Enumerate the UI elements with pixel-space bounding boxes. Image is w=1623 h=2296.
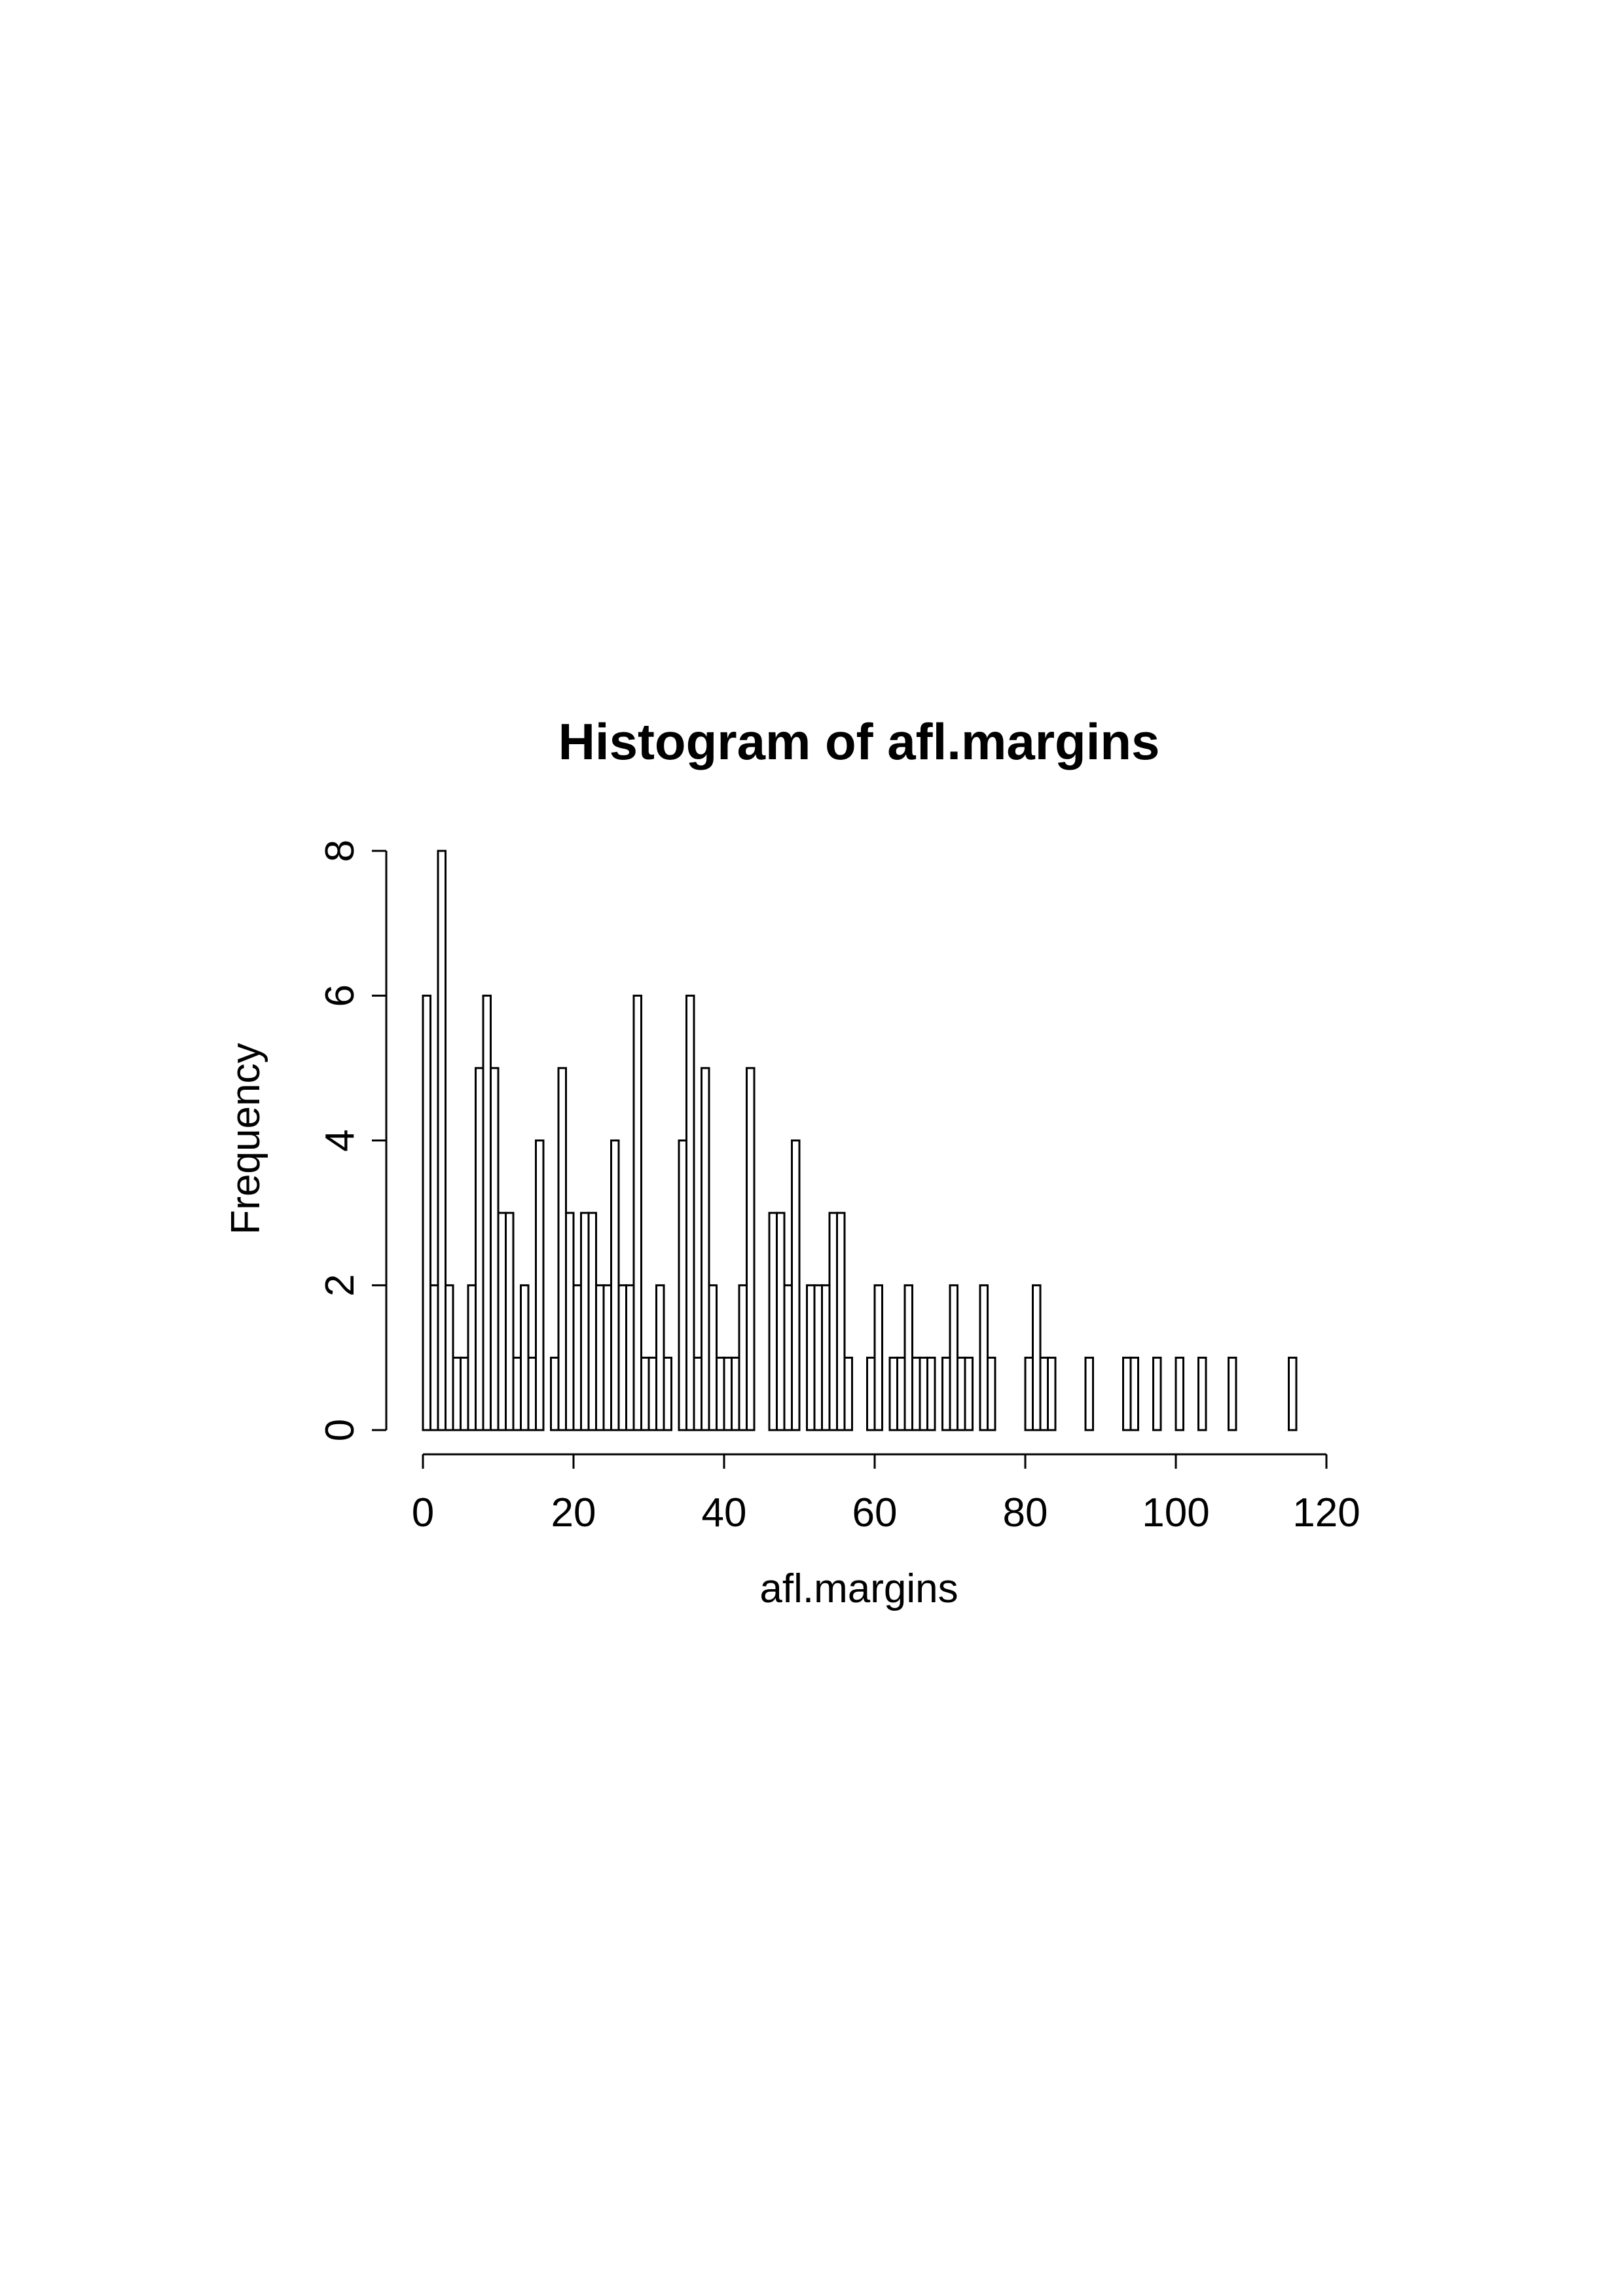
- histogram-bar: [957, 1356, 966, 1431]
- histogram-bar: [429, 1284, 439, 1431]
- x-tick-label: 80: [1003, 1490, 1048, 1535]
- histogram-bar: [979, 1284, 989, 1431]
- histogram-bar: [738, 1284, 748, 1431]
- histogram-bar: [640, 1356, 650, 1431]
- histogram-bar: [987, 1356, 996, 1431]
- x-tick-label: 0: [412, 1490, 434, 1535]
- histogram-bar: [437, 850, 447, 1431]
- histogram-bar: [1047, 1356, 1057, 1431]
- histogram-bar: [716, 1356, 725, 1431]
- histogram-bar: [535, 1139, 545, 1431]
- histogram-bar: [663, 1356, 672, 1431]
- histogram-bar: [866, 1356, 876, 1431]
- histogram-bar: [572, 1284, 582, 1431]
- histogram-bar: [806, 1284, 816, 1431]
- histogram-bar: [1228, 1356, 1237, 1431]
- histogram-bar: [919, 1356, 928, 1431]
- histogram-bar: [843, 1356, 853, 1431]
- histogram-bar: [595, 1284, 605, 1431]
- histogram-bar: [768, 1211, 778, 1431]
- histogram-bar: [580, 1211, 590, 1431]
- histogram-bar: [896, 1356, 906, 1431]
- histogram-bar: [903, 1284, 913, 1431]
- x-tick-label: 100: [1142, 1490, 1209, 1535]
- histogram-bar: [520, 1284, 530, 1431]
- histogram-bar: [678, 1139, 687, 1431]
- histogram-bar: [873, 1284, 883, 1431]
- histogram-bar: [587, 1211, 597, 1431]
- histogram-bar: [746, 1067, 756, 1431]
- histogram-bar: [527, 1356, 537, 1431]
- histogram-bar: [452, 1356, 462, 1431]
- x-tick-label: 40: [702, 1490, 747, 1535]
- histogram-bar: [731, 1356, 740, 1431]
- histogram-bar: [482, 994, 492, 1431]
- histogram-bar: [693, 1356, 702, 1431]
- histogram-bar: [617, 1284, 627, 1431]
- x-tick-label: 60: [852, 1490, 898, 1535]
- histogram-bar: [1084, 1356, 1094, 1431]
- histogram-bar: [490, 1067, 500, 1431]
- histogram-bar: [685, 994, 695, 1431]
- histogram-bar: [512, 1356, 522, 1431]
- histogram-bar: [813, 1284, 823, 1431]
- histogram-bar: [701, 1067, 710, 1431]
- histogram-bar: [505, 1211, 515, 1431]
- histogram-bar: [497, 1211, 507, 1431]
- histogram-bar: [467, 1284, 477, 1431]
- histogram-bar: [655, 1284, 665, 1431]
- y-tick-label: 0: [318, 1419, 363, 1441]
- histogram-bar: [1039, 1356, 1049, 1431]
- histogram-bar: [708, 1284, 718, 1431]
- histogram-bar: [610, 1139, 620, 1431]
- histogram-bar: [836, 1211, 846, 1431]
- histogram-bar: [941, 1356, 951, 1431]
- y-axis: 0 2 4 6 8: [318, 840, 388, 1441]
- histogram-bar: [1122, 1356, 1132, 1431]
- histogram-bar: [1024, 1356, 1034, 1431]
- histogram-bar: [475, 1067, 484, 1431]
- x-tick-label: 120: [1292, 1490, 1360, 1535]
- histogram-bar: [791, 1139, 801, 1431]
- histogram-bar: [888, 1356, 898, 1431]
- histogram-bar: [460, 1356, 469, 1431]
- histogram-bar: [911, 1356, 921, 1431]
- x-axis-label: afl.margins: [759, 1566, 958, 1611]
- histogram-bar: [926, 1356, 936, 1431]
- chart-title: Histogram of afl.margins: [558, 713, 1160, 770]
- y-tick-label: 4: [318, 1129, 363, 1151]
- histogram-bar: [1197, 1356, 1207, 1431]
- histogram-bar: [1175, 1356, 1184, 1431]
- histogram-bar: [557, 1067, 567, 1431]
- y-tick-label: 6: [318, 984, 363, 1007]
- histogram-bar: [565, 1211, 575, 1431]
- histogram-bar: [828, 1211, 838, 1431]
- histogram-bar: [1288, 1356, 1298, 1431]
- histogram-bar: [422, 994, 431, 1431]
- histogram-bar: [445, 1284, 454, 1431]
- histogram-bar: [550, 1356, 560, 1431]
- histogram-bars: [422, 850, 1298, 1431]
- histogram-bar: [783, 1284, 793, 1431]
- histogram-bar: [625, 1284, 635, 1431]
- histogram-bar: [647, 1356, 657, 1431]
- y-tick-label: 2: [318, 1274, 363, 1297]
- histogram-bar: [1152, 1356, 1162, 1431]
- histogram-bar: [776, 1211, 786, 1431]
- x-axis: 0 20 40 60 80 100 120: [412, 1453, 1360, 1535]
- x-tick-label: 20: [551, 1490, 596, 1535]
- histogram-bar: [1032, 1284, 1042, 1431]
- y-tick-label: 8: [318, 840, 363, 862]
- histogram-bar: [821, 1284, 831, 1431]
- histogram-bar: [723, 1356, 733, 1431]
- histogram-bar: [602, 1284, 612, 1431]
- histogram-bar: [632, 994, 642, 1431]
- histogram-bar: [964, 1356, 974, 1431]
- histogram-bar: [949, 1284, 958, 1431]
- histogram-bar: [1129, 1356, 1139, 1431]
- y-axis-label: Frequency: [223, 1043, 268, 1235]
